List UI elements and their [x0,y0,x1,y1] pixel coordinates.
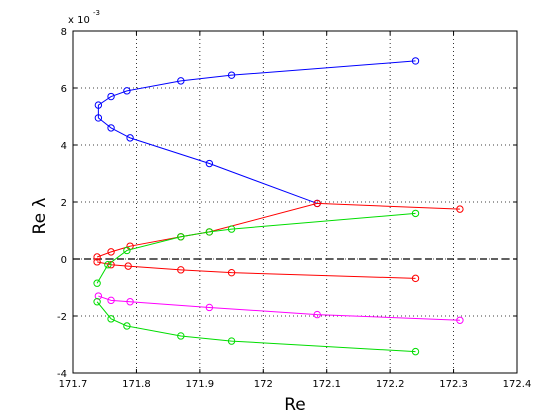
x-tick-label: 172 [254,379,273,390]
data-point [205,228,214,236]
data-point [411,274,420,283]
data-point [177,233,185,241]
data-point [104,261,112,269]
x-tick-label: 172.4 [503,379,532,390]
data-point [126,298,134,306]
data-point [411,57,420,65]
y-tick-label: -4 [57,369,67,380]
series-line [97,60,416,204]
x-tick-label: 172.2 [376,379,405,390]
x-tick-label: 171.7 [59,379,88,390]
data-point [227,225,236,233]
x-tick-label: 171.8 [122,379,151,390]
y-multiplier-label: x 10 [68,15,90,26]
x-tick-label: 172.3 [439,379,468,390]
data-point [205,159,214,168]
series-5 [94,292,464,324]
data-point [94,101,103,109]
data-point [126,134,134,142]
data-point [93,258,101,266]
data-point [227,337,236,345]
data-point [123,246,131,255]
y-tick-label: -2 [57,312,67,323]
data-point [107,92,115,101]
data-point [107,124,115,132]
axis-ticks [72,30,518,374]
series-line [96,212,416,284]
data-point [93,298,101,306]
y-multiplier-exponent: -3 [93,9,100,17]
data-point [205,303,214,312]
x-tick-label: 172.1 [312,379,341,390]
series-6 [93,298,420,356]
data-point [313,199,321,208]
data-point [124,262,132,270]
y-tick-label: 2 [61,198,67,209]
data-point [93,253,101,261]
plot-area [73,31,517,373]
data-point [177,77,185,85]
data-point [107,248,115,256]
series-line [98,295,460,321]
x-axis-label: Re [284,395,306,415]
data-point [227,268,236,277]
y-tick-label: 6 [61,84,67,95]
series-group [93,57,464,356]
y-axis-label: Re λ [30,198,50,235]
data-point [411,347,420,356]
series-4 [93,209,420,287]
data-point [227,71,236,79]
y-tick-label: 4 [61,141,67,152]
data-point [456,316,464,324]
x-tick-label: 171.9 [186,379,215,390]
y-tick-label: 8 [61,27,67,38]
grid-lines [73,31,517,373]
data-point [123,322,131,330]
data-point [94,114,103,122]
data-point [93,279,101,287]
y-tick-label: 0 [61,255,67,266]
data-point [177,332,185,340]
data-point [177,266,185,274]
data-point [94,292,103,300]
y-tick-labels: -4 -2 0 2 4 6 8 [57,27,67,380]
x-tick-labels: 171.7 171.8 171.9 172 172.1 172.2 172.3 172.4 [59,379,532,390]
data-point [411,209,420,218]
data-point [107,296,115,305]
data-point [107,315,115,323]
data-point [313,310,321,319]
data-point [123,87,131,95]
data-point [456,205,464,213]
